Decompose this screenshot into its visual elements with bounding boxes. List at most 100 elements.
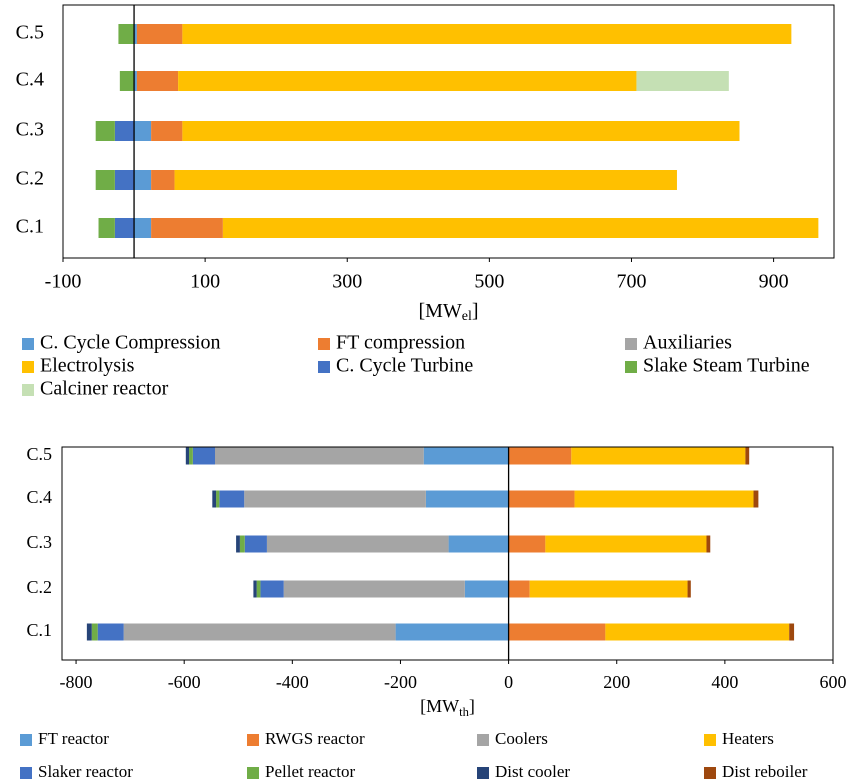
bar-segment xyxy=(508,535,546,553)
x-axis-label-suffix: ] xyxy=(469,696,475,716)
legend-swatch xyxy=(704,767,716,779)
bar-segment xyxy=(529,580,688,598)
bar-segment xyxy=(178,71,637,91)
legend-swatch xyxy=(318,361,330,373)
x-tick-label: 600 xyxy=(820,672,846,692)
bar-segment xyxy=(753,490,759,508)
category-label: C.2 xyxy=(16,168,44,190)
legend-label: Auxiliaries xyxy=(643,332,732,354)
bar-segment xyxy=(114,121,135,141)
x-tick-label: 200 xyxy=(603,672,630,692)
bar-segment xyxy=(174,170,677,190)
bar-segment xyxy=(745,447,750,465)
bar-segment xyxy=(134,170,152,190)
legend-label: Heaters xyxy=(722,729,774,748)
legend-swatch xyxy=(247,767,259,779)
bar-segment xyxy=(86,623,92,641)
legend-swatch xyxy=(318,338,330,350)
bar-segment xyxy=(395,623,509,641)
x-axis-label-suffix: ] xyxy=(472,300,479,322)
bar-segment xyxy=(151,121,183,141)
bar-segment xyxy=(508,490,575,508)
bar-segment xyxy=(464,580,509,598)
bar-segment xyxy=(185,447,190,465)
legend-swatch xyxy=(704,734,716,746)
bar-segment xyxy=(192,447,216,465)
bar-segment xyxy=(253,580,257,598)
bar-segment xyxy=(244,535,267,553)
bar-segment xyxy=(239,535,245,553)
x-tick-label: -100 xyxy=(45,271,82,293)
legend-swatch xyxy=(247,734,259,746)
x-tick-label: -800 xyxy=(60,672,93,692)
bar-segment xyxy=(508,623,606,641)
legend-label: C. Cycle Turbine xyxy=(336,355,473,377)
bar-segment xyxy=(448,535,509,553)
x-axis-label-subscript: th xyxy=(459,705,469,719)
x-tick-label: 500 xyxy=(474,271,504,293)
x-tick-label: 900 xyxy=(759,271,789,293)
bar-segment xyxy=(134,121,152,141)
legend-label: Electrolysis xyxy=(40,355,135,377)
bar-segment xyxy=(118,24,135,44)
bar-segment xyxy=(134,218,152,238)
bar-segment xyxy=(123,623,396,641)
legend-swatch xyxy=(22,384,34,396)
plot-frame xyxy=(62,4,835,259)
bar-segment xyxy=(97,623,124,641)
x-tick-label: -200 xyxy=(384,672,417,692)
bar-segment xyxy=(219,490,245,508)
bar-segment xyxy=(574,490,754,508)
legend-label: Calciner reactor xyxy=(40,378,169,400)
bar-segment xyxy=(571,447,746,465)
legend-swatch xyxy=(477,734,489,746)
x-tick-label: 400 xyxy=(711,672,738,692)
legend-label: Slaker reactor xyxy=(38,762,133,781)
legend-swatch xyxy=(20,767,32,779)
bar-segment xyxy=(706,535,711,553)
legend-label: RWGS reactor xyxy=(265,729,365,748)
legend-swatch xyxy=(22,361,34,373)
category-label: C.1 xyxy=(16,216,44,238)
legend-swatch xyxy=(477,767,489,779)
bar-segment xyxy=(215,447,424,465)
bar-segment xyxy=(114,218,135,238)
legend-label: C. Cycle Compression xyxy=(40,332,221,354)
plot-frame xyxy=(61,446,834,661)
category-label: C.5 xyxy=(26,444,52,464)
bar-segment xyxy=(789,623,795,641)
x-axis-label: [MWth] xyxy=(420,696,475,719)
category-label: C.4 xyxy=(16,69,44,91)
bar-segment xyxy=(216,490,220,508)
x-axis-label-subscript: el xyxy=(462,309,472,324)
bar-segment xyxy=(98,218,115,238)
bar-segment xyxy=(636,71,729,91)
bar-segment xyxy=(212,490,217,508)
legend-label: FT compression xyxy=(336,332,465,354)
bar-segment xyxy=(136,71,179,91)
bar-segment xyxy=(283,580,465,598)
category-label: C.4 xyxy=(26,487,52,507)
bar-segment xyxy=(687,580,691,598)
x-tick-label: -400 xyxy=(276,672,309,692)
bar-segment xyxy=(119,71,135,91)
category-label: C.3 xyxy=(26,532,52,552)
bar-segment xyxy=(136,24,183,44)
bar-segment xyxy=(222,218,819,238)
category-label: C.1 xyxy=(26,620,52,640)
legend-label: Slake Steam Turbine xyxy=(643,355,810,377)
x-axis-label-text: [MW xyxy=(418,300,461,322)
x-tick-label: 100 xyxy=(190,271,220,293)
legend-swatch xyxy=(20,734,32,746)
legend-swatch xyxy=(625,338,637,350)
bar-segment xyxy=(236,535,240,553)
bar-segment xyxy=(114,170,135,190)
legend-swatch xyxy=(22,338,34,350)
bar-segment xyxy=(95,170,115,190)
legend-label: Coolers xyxy=(495,729,548,748)
x-tick-label: 700 xyxy=(616,271,646,293)
bar-segment xyxy=(256,580,261,598)
category-label: C.2 xyxy=(26,577,52,597)
bar-segment xyxy=(605,623,790,641)
